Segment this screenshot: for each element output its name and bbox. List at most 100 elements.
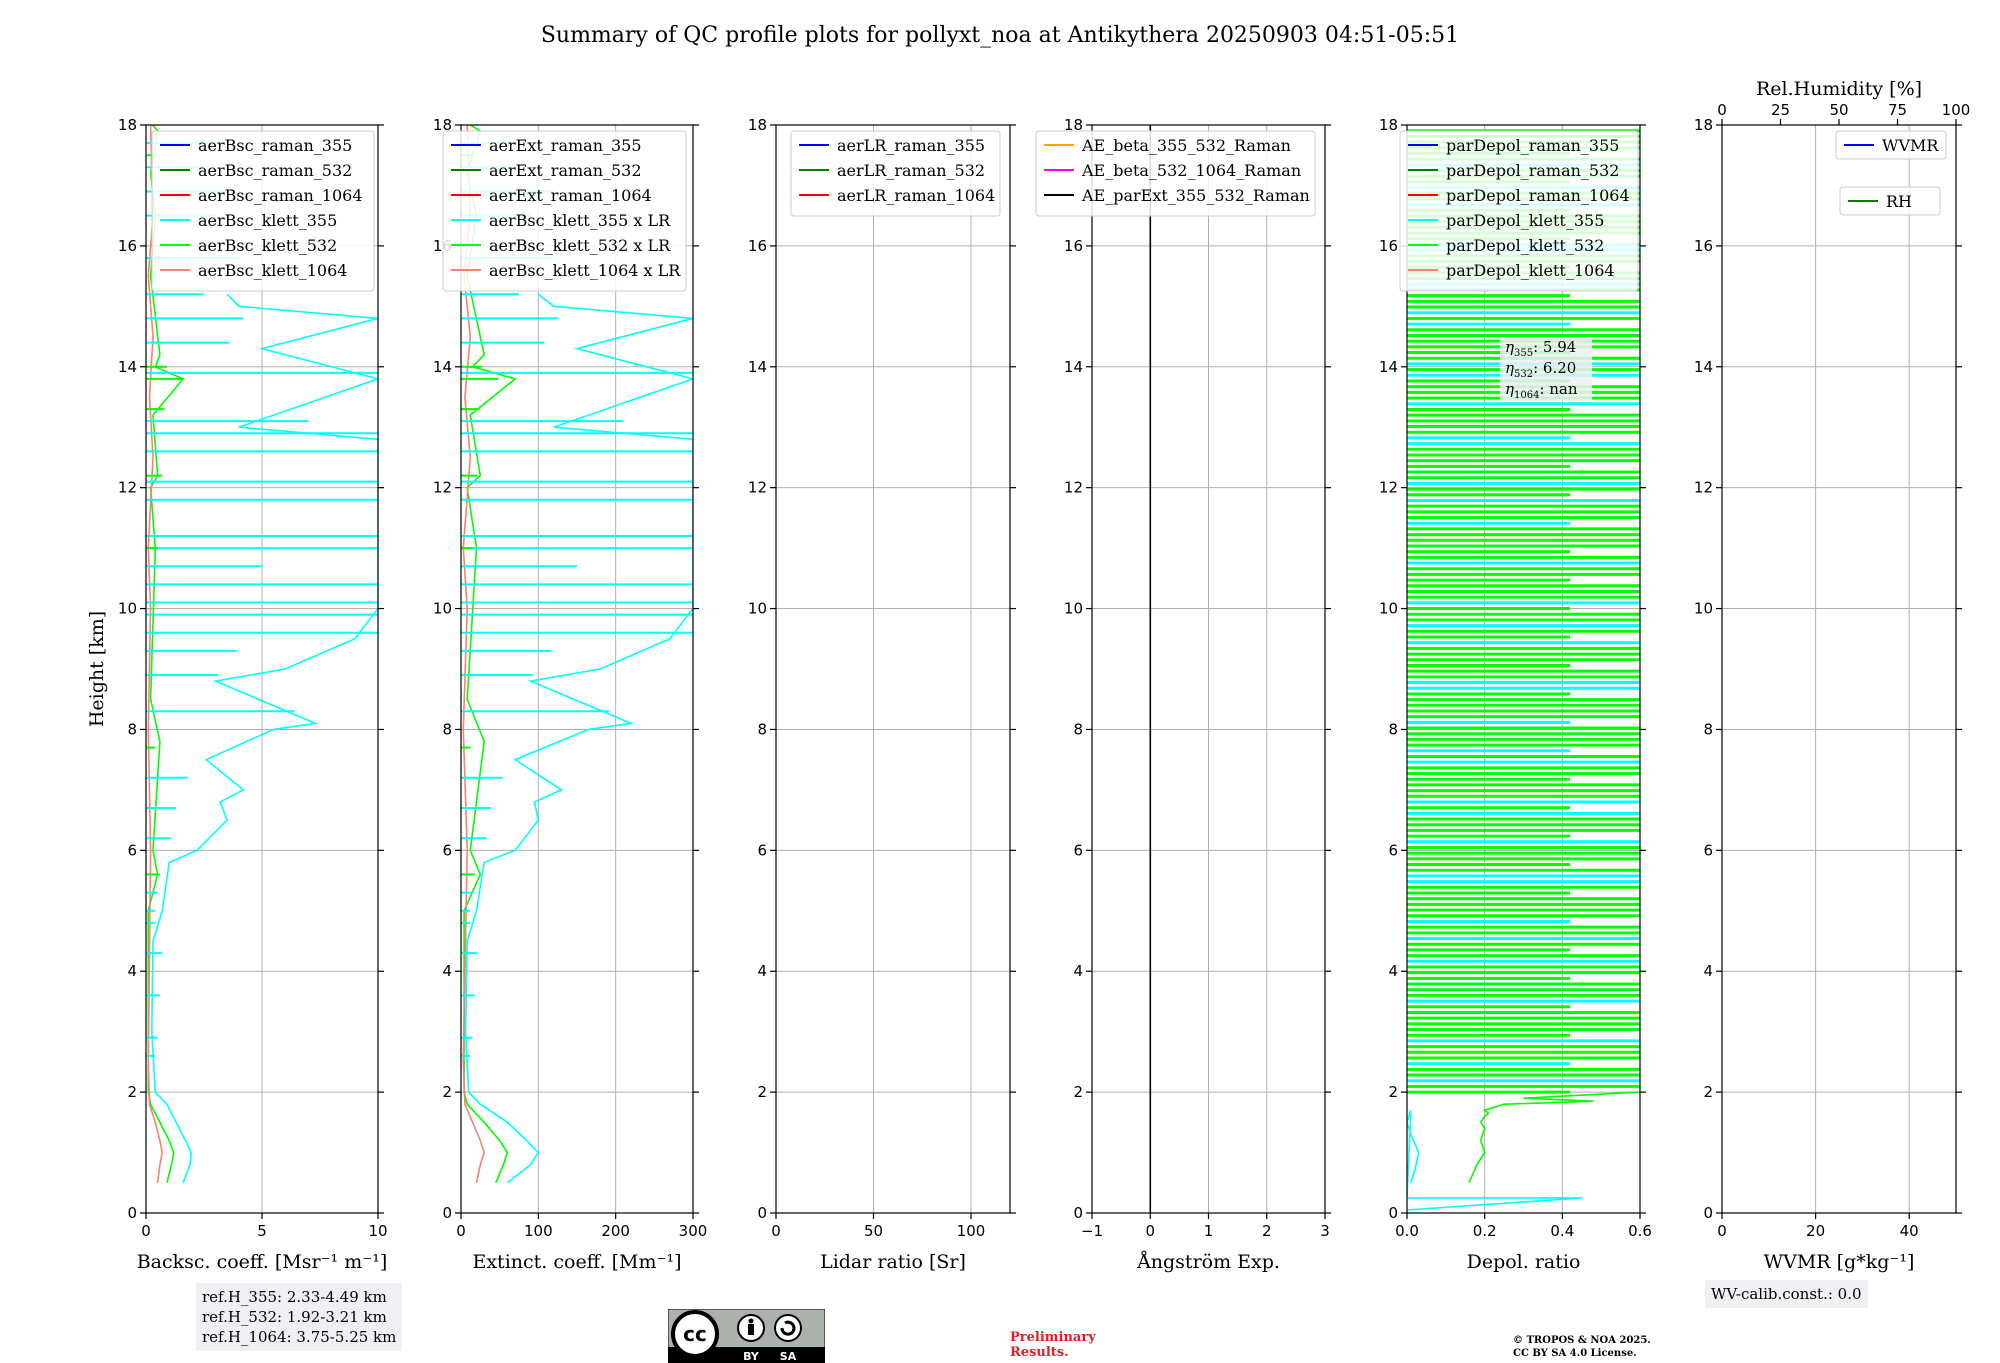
y-tick-label: 8 xyxy=(127,720,137,738)
x-tick-label: 100 xyxy=(957,1222,986,1240)
legend-label: parDepol_klett_532 xyxy=(1446,236,1604,255)
y-tick-label: 6 xyxy=(757,841,767,859)
x-tick-label: 100 xyxy=(524,1222,553,1240)
legend-label: aerLR_raman_355 xyxy=(837,136,985,155)
x-tick-label: 2 xyxy=(1262,1222,1272,1240)
y-tick-label: 10 xyxy=(1694,600,1713,618)
x-tick-label: 3 xyxy=(1320,1222,1330,1240)
y-tick-label: 0 xyxy=(1073,1204,1083,1222)
y-tick-label: 10 xyxy=(748,600,767,618)
y-tick-label: 2 xyxy=(757,1083,767,1101)
preliminary-line-2: Results. xyxy=(1010,1345,1069,1360)
y-tick-label: 14 xyxy=(1379,358,1398,376)
badge-sa-label: SA xyxy=(780,1350,797,1363)
y-tick-label: 18 xyxy=(433,116,452,134)
legend-label: aerBsc_klett_532 xyxy=(198,236,337,255)
legend-label: aerLR_raman_532 xyxy=(837,161,985,180)
y-tick-label: 0 xyxy=(442,1204,452,1222)
x-tick-label: 10 xyxy=(368,1222,387,1240)
y-tick-label: 14 xyxy=(1064,358,1083,376)
legend-label: aerExt_raman_1064 xyxy=(489,186,652,205)
y-tick-label: 12 xyxy=(748,479,767,497)
y-tick-label: 10 xyxy=(433,600,452,618)
y-tick-label: 14 xyxy=(118,358,137,376)
legend-label: AE_beta_355_532_Raman xyxy=(1081,136,1291,155)
legend-box xyxy=(1839,186,1941,216)
y-tick-label: 6 xyxy=(442,841,452,859)
badge-by-label: BY xyxy=(743,1350,760,1363)
cc-by-sa-badge: cc BY SA xyxy=(668,1309,825,1363)
legend-label: parDepol_raman_532 xyxy=(1446,161,1619,180)
series-line-parDepol_klett_355 xyxy=(1407,1109,1582,1211)
legend-label: aerBsc_klett_1064 xyxy=(198,261,347,280)
y-tick-label: 8 xyxy=(757,720,767,738)
series-line-aerBsc_klett_532 xyxy=(147,125,185,1183)
panels: 0 2 4 6 8 10 12 14 16 18 0 5 10 Backsc. coeff. [Msr⁻¹… xyxy=(86,78,1970,1273)
preliminary-note: Preliminary Results. xyxy=(1010,1330,1096,1360)
by-icon-body xyxy=(748,1324,754,1335)
y-tick-label: 8 xyxy=(442,720,452,738)
series-line-aerBsc_klett_355 x LR xyxy=(464,293,693,1184)
y-tick-label: 14 xyxy=(433,358,452,376)
legend-box xyxy=(442,130,687,292)
refh-355: ref.H_355: 2.33-4.49 km xyxy=(202,1288,387,1306)
panel-frame xyxy=(460,124,694,1214)
y-tick-label: 14 xyxy=(1694,358,1713,376)
y-tick-label: 6 xyxy=(127,841,137,859)
y-tick-label: 8 xyxy=(1073,720,1083,738)
y-tick-label: 8 xyxy=(1703,720,1713,738)
figure-title: Summary of QC profile plots for pollyxt_… xyxy=(541,23,1459,48)
legend-label: parDepol_klett_355 xyxy=(1446,211,1604,230)
y-tick-label: 10 xyxy=(1379,600,1398,618)
sa-icon xyxy=(774,1314,802,1342)
y-tick-label: 6 xyxy=(1073,841,1083,859)
legend-label: WVMR xyxy=(1882,136,1939,155)
y-tick-label: 16 xyxy=(748,237,767,255)
legend-label: AE_parExt_355_532_Raman xyxy=(1081,186,1310,205)
legend-label: aerBsc_raman_532 xyxy=(198,161,352,180)
panel-frame xyxy=(1721,124,1957,1214)
cc-icon-text: cc xyxy=(683,1322,707,1346)
x-tick-label: −1 xyxy=(1081,1222,1103,1240)
y-tick-label: 0 xyxy=(1703,1204,1713,1222)
panel-1: 0 2 4 6 8 10 12 14 16 18 0 5 10 Backsc. coeff. [Msr⁻¹… xyxy=(86,116,388,1273)
copyright-line-1: © TROPOS & NOA 2025. xyxy=(1513,1335,1651,1346)
eta-annotation: η355: 5.94 xyxy=(1505,338,1576,359)
wv-calib-const: WV-calib.const.: 0.0 xyxy=(1711,1285,1862,1303)
x2-tick-label: 75 xyxy=(1888,101,1907,119)
y-tick-label: 2 xyxy=(442,1083,452,1101)
legend-label: aerLR_raman_1064 xyxy=(837,186,995,205)
legend-label: aerBsc_klett_532 x LR xyxy=(489,236,671,255)
legend-box xyxy=(790,130,1001,217)
panel-5: 0 2 4 6 8 10 12 14 16 18 0.0 0.2 0.4 0.6 Depol. ratio p… xyxy=(1379,116,1652,1273)
x-tick-label: 40 xyxy=(1900,1222,1919,1240)
x-tick-label: 0 xyxy=(1145,1222,1155,1240)
eta-annotation: η532: 6.20 xyxy=(1505,359,1576,380)
y-tick-label: 4 xyxy=(1388,962,1398,980)
refh-1064: ref.H_1064: 3.75-5.25 km xyxy=(202,1328,397,1346)
series-line-aerBsc_klett_1064 xyxy=(147,125,164,1183)
panel-frame xyxy=(775,124,1011,1214)
y-tick-label: 6 xyxy=(1388,841,1398,859)
legend-label: parDepol_klett_1064 xyxy=(1446,261,1615,280)
y-tick-label: 4 xyxy=(1703,962,1713,980)
series-group xyxy=(1407,129,1640,1211)
x-tick-label: 5 xyxy=(257,1222,267,1240)
y-tick-label: 18 xyxy=(1694,116,1713,134)
eta-box xyxy=(1500,337,1592,401)
x-axis-label: Backsc. coeff. [Msr⁻¹ m⁻¹] xyxy=(137,1251,388,1273)
y-tick-label: 18 xyxy=(748,116,767,134)
y-tick-label: 14 xyxy=(748,358,767,376)
legend-label: aerBsc_raman_355 xyxy=(198,136,352,155)
x-tick-label: 0.4 xyxy=(1550,1222,1574,1240)
y-tick-label: 10 xyxy=(118,600,137,618)
x-tick-label: 0 xyxy=(141,1222,151,1240)
x-tick-label: 200 xyxy=(601,1222,630,1240)
series-group xyxy=(146,125,378,1184)
y-tick-label: 2 xyxy=(1703,1083,1713,1101)
y-tick-label: 4 xyxy=(442,962,452,980)
legend-box xyxy=(151,130,375,292)
